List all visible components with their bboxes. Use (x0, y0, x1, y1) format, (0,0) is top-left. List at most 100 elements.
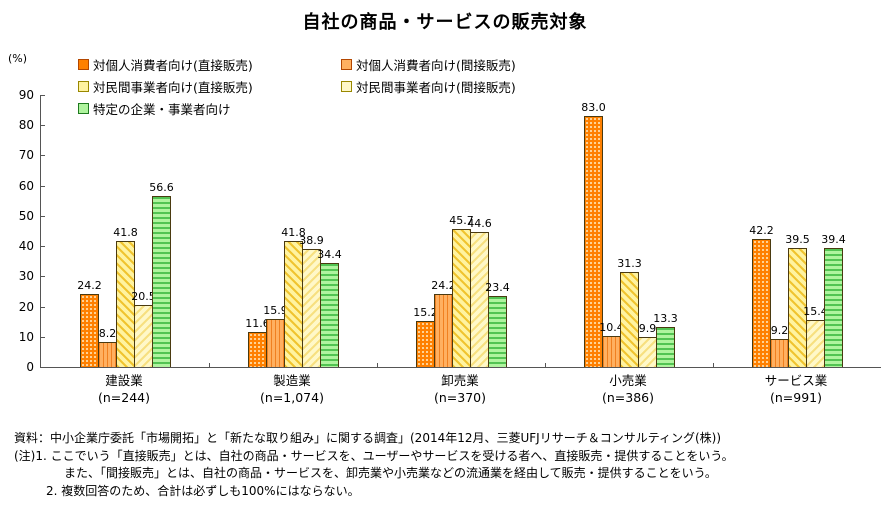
bar-value-label: 38.9 (299, 234, 324, 248)
bar-series-0: 24.2 (77, 279, 102, 367)
x-category-label-2: 卸売業 (n=370) (376, 372, 544, 406)
bar-series-3: 15.4 (803, 305, 828, 367)
y-tick-label: 80 (18, 118, 34, 133)
y-tick-mark (41, 246, 45, 248)
bar-value-label: 9.2 (770, 324, 789, 338)
bar-value-label: 42.2 (749, 224, 774, 238)
bar-series-0: 42.2 (749, 224, 774, 367)
legend-item-series-1: 対個人消費者向け(間接販売) (341, 55, 516, 74)
category-name: 小売業 (609, 373, 647, 388)
bar-series-4: 39.4 (821, 233, 846, 367)
bar-value-label: 11.6 (245, 316, 270, 330)
bar-value-label: 20.5 (131, 290, 156, 304)
y-tick-mark (41, 215, 45, 217)
bar-series-1: 10.4 (599, 321, 624, 367)
legend-item-series-4: 特定の企業・事業者向け (78, 99, 341, 118)
footnote-note1: (注)1. ここでいう「直接販売」とは、自社の商品・サービスを、ユーザーやサービ… (14, 448, 734, 463)
bar-series-1: 8.2 (98, 327, 117, 367)
bar-series-4: 23.4 (485, 281, 510, 367)
y-tick-label: 50 (18, 208, 34, 223)
x-category-label-0: 建設業 (n=244) (40, 372, 208, 406)
bar-series-3: 9.9 (638, 322, 657, 367)
plot-area: 24.2 8.2 41.8 20.5 56.6 11.6 15.9 41.8 38.9 34.4 1… (40, 95, 881, 368)
y-tick-label: 60 (18, 178, 34, 193)
legend-item-series-3: 対民間事業者向け(間接販売) (341, 77, 516, 96)
bars: 24.2 8.2 41.8 20.5 56.6 (77, 181, 174, 367)
bar-group-0: 24.2 8.2 41.8 20.5 56.6 (41, 95, 209, 367)
bar-series-3: 44.6 (467, 217, 492, 367)
bar-value-label: 39.4 (821, 232, 846, 246)
bar-value-label: 15.4 (803, 305, 828, 319)
y-tick-label: 30 (18, 269, 34, 284)
category-name: サービス業 (764, 373, 828, 388)
bar-series-2: 41.8 (281, 226, 306, 367)
legend-label: 対個人消費者向け(直接販売) (93, 57, 253, 73)
legend: 対個人消費者向け(直接販売) 対個人消費者向け(間接販売) 対民間事業者向け(直接販… (78, 53, 516, 119)
bar-series-1: 9.2 (770, 324, 789, 367)
footnote-source: 資料：中小企業庁委託「市場開拓」と「新たな取り組み」に関する調査」(2014年1… (14, 431, 722, 445)
bar-value-label: 45.7 (449, 213, 474, 227)
legend-swatch-icon (341, 58, 352, 70)
bar-series-4: 34.4 (317, 248, 342, 367)
bar-value-label: 9.9 (638, 322, 657, 336)
bar-series-4: 13.3 (653, 312, 678, 367)
bar-value-label: 24.2 (431, 278, 456, 292)
bar-series-2: 45.7 (449, 214, 474, 367)
y-axis-unit-label: (%) (8, 52, 28, 65)
category-n: (n=386) (601, 390, 654, 405)
x-tick-mark (209, 363, 210, 367)
bar-series-3: 38.9 (299, 234, 324, 367)
bar-value-label: 39.5 (785, 232, 810, 246)
x-axis-labels: 建設業 (n=244) 製造業 (n=1,074) 卸売業 (n=370) 小売業 (n=38… (40, 372, 880, 406)
bar-value-label: 13.3 (653, 311, 678, 325)
bar-group-4: 42.2 9.2 39.5 15.4 39.4 (713, 95, 881, 367)
bar-series-1: 24.2 (431, 279, 456, 367)
legend-label: 対個人消費者向け(間接販売) (356, 57, 516, 73)
x-category-label-1: 製造業 (n=1,074) (208, 372, 376, 406)
bar-value-label: 41.8 (113, 225, 138, 239)
y-tick-label: 20 (18, 299, 34, 314)
bar-value-label: 83.0 (581, 101, 606, 115)
bar-value-label: 10.4 (599, 320, 624, 334)
bar-value-label: 15.2 (413, 306, 438, 320)
footnotes: 資料：中小企業庁委託「市場開拓」と「新たな取り組み」に関する調査」(2014年1… (14, 430, 734, 500)
y-tick-label: 40 (18, 239, 34, 254)
legend-label: 対民間事業者向け(間接販売) (356, 79, 516, 95)
bars: 42.2 9.2 39.5 15.4 39.4 (749, 224, 846, 367)
bar-series-2: 41.8 (113, 226, 138, 367)
legend-item-series-0: 対個人消費者向け(直接販売) (78, 55, 341, 74)
category-name: 卸売業 (441, 373, 479, 388)
category-name: 建設業 (105, 373, 143, 388)
bar-value-label: 56.6 (149, 180, 174, 194)
bar-value-label: 8.2 (98, 327, 117, 341)
y-tick-mark (41, 95, 45, 96)
y-tick-mark (41, 185, 45, 187)
chart-title: 自社の商品・サービスの販売対象 (302, 12, 588, 33)
footnote-note1-cont: また、「間接販売」とは、自社の商品・サービスを、卸売業や小売業などの流通業を経由… (64, 466, 717, 480)
bars: 15.2 24.2 45.7 44.6 23.4 (413, 214, 510, 367)
category-n: (n=370) (433, 390, 486, 405)
legend-swatch-icon (341, 80, 352, 92)
category-n: (n=244) (97, 390, 150, 405)
category-n: (n=1,074) (260, 390, 324, 405)
bar-groups: 24.2 8.2 41.8 20.5 56.6 11.6 15.9 41.8 38.9 34.4 1… (41, 95, 881, 367)
legend-label: 対民間事業者向け(直接販売) (93, 79, 253, 95)
footnote-note2: 2. 複数回答のため、合計は必ずしも100%にはならない。 (46, 483, 360, 498)
bar-series-2: 39.5 (785, 233, 810, 367)
x-category-label-3: 小売業 (n=386) (544, 372, 712, 406)
bar-series-0: 83.0 (581, 101, 606, 367)
y-tick-mark (41, 155, 45, 157)
x-tick-mark (377, 363, 378, 367)
category-name: 製造業 (273, 373, 311, 388)
legend-item-series-2: 対民間事業者向け(直接販売) (78, 77, 341, 96)
bar-series-4: 56.6 (149, 181, 174, 367)
bar-value-label: 41.8 (281, 225, 306, 239)
bar-value-label: 15.9 (263, 303, 288, 317)
bars: 11.6 15.9 41.8 38.9 34.4 (245, 226, 342, 367)
bar-value-label: 31.3 (617, 257, 642, 271)
x-tick-mark (545, 363, 546, 367)
y-tick-mark (41, 125, 45, 127)
bar-value-label: 34.4 (317, 248, 342, 262)
bar-series-3: 20.5 (131, 290, 156, 367)
